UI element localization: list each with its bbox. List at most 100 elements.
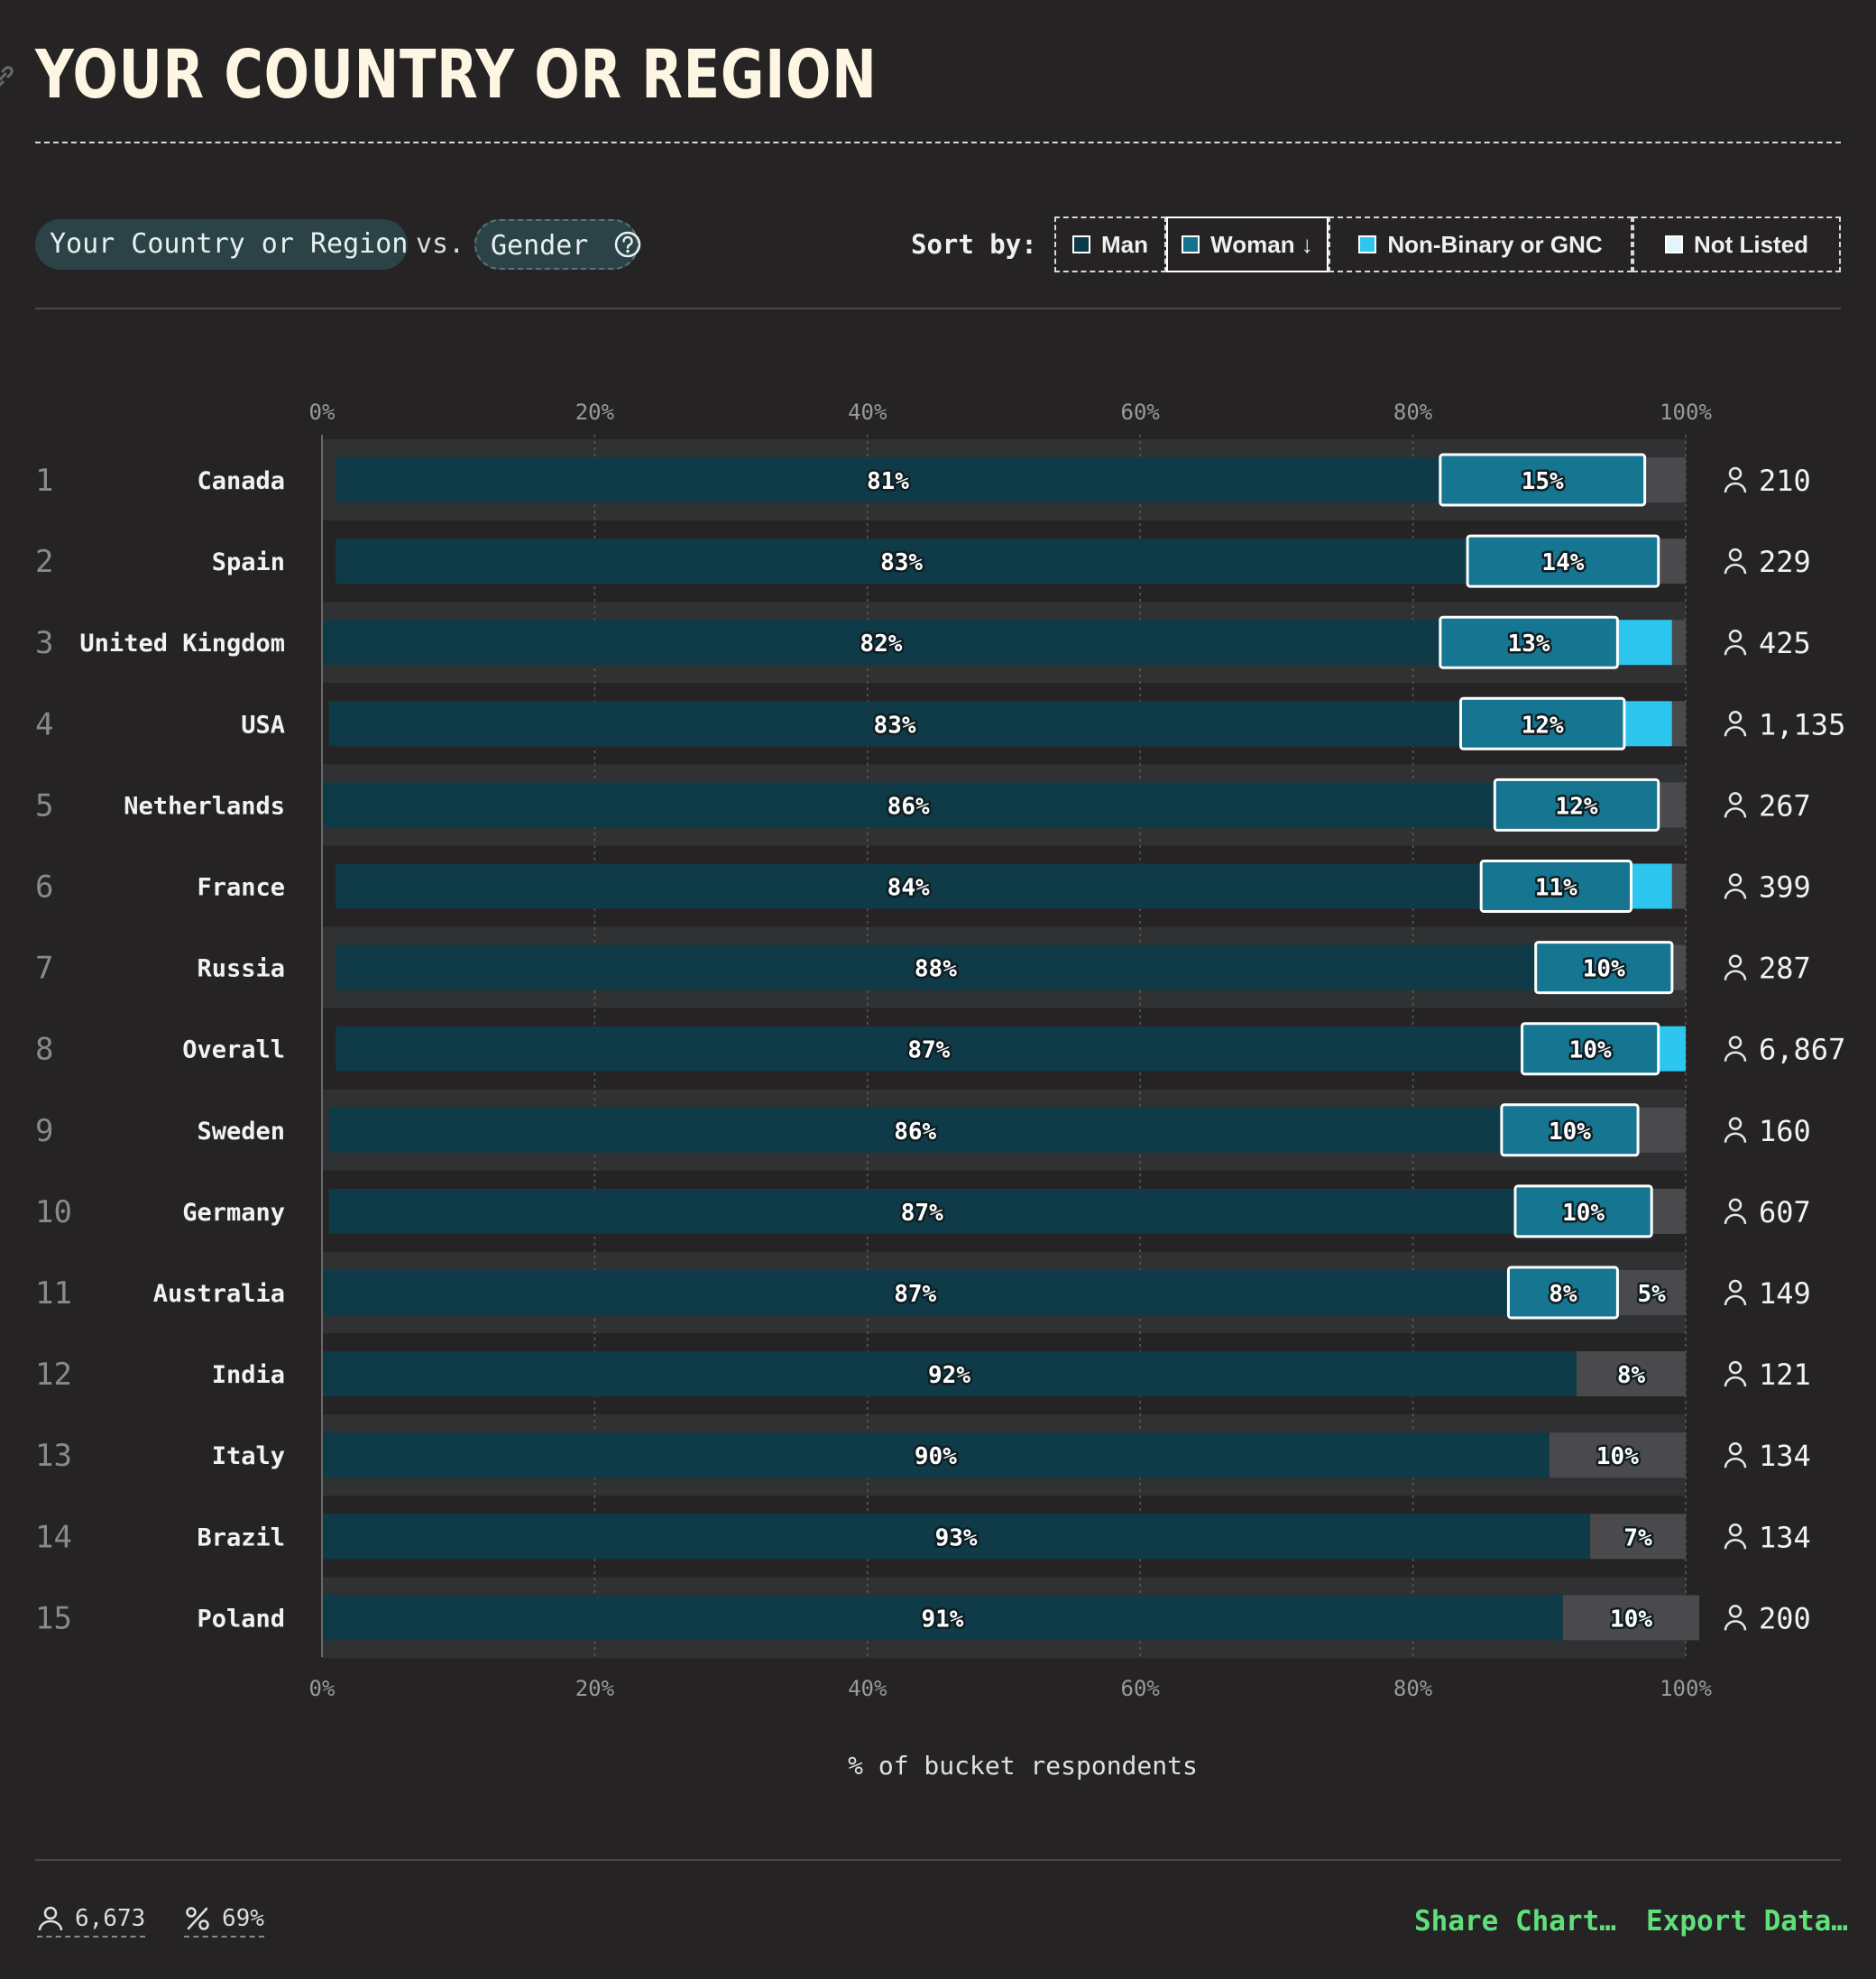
sort-by-label: Sort by: [911, 229, 1037, 260]
row-respondent-count: 200 [1759, 1601, 1811, 1635]
sort-nonbinary-button[interactable]: Non-Binary or GNC [1329, 216, 1632, 272]
person-icon [1724, 1198, 1747, 1225]
bar-woman [1513, 1184, 1653, 1238]
row-rank: 5 [35, 787, 53, 824]
bar-man [336, 457, 1440, 502]
row-respondent-count: 267 [1759, 788, 1811, 823]
person-icon [1724, 1360, 1747, 1387]
row-country-name: United Kingdom [79, 630, 285, 658]
bar-man [322, 1514, 1591, 1560]
bar-not-listed [1651, 1188, 1686, 1234]
percent-icon [186, 1907, 209, 1930]
bar-not-listed-label: 10% [1610, 1606, 1652, 1633]
row-country-name: Sweden [197, 1118, 285, 1146]
row-respondent-count: 287 [1759, 952, 1811, 986]
person-icon [1724, 1279, 1747, 1306]
vs-label: vs. [416, 228, 465, 260]
bar-woman-label: 13% [1508, 631, 1550, 658]
row-rank: 2 [35, 544, 53, 580]
bar-not-listed-label: 10% [1596, 1443, 1639, 1470]
row-rank: 9 [35, 1113, 53, 1149]
sort-not-listed-button[interactable]: Not Listed [1632, 216, 1841, 272]
person-icon [1724, 1605, 1747, 1631]
bar-man-label: 81% [867, 468, 909, 495]
bar-man-label: 87% [901, 1200, 943, 1227]
bar-not-listed [1658, 538, 1686, 584]
bar-not-listed [1577, 1351, 1686, 1397]
bar-man-label: 86% [887, 793, 930, 820]
respondents-stat[interactable]: 6,673 [37, 1905, 146, 1938]
row-rank: 12 [35, 1357, 72, 1393]
bar-woman [1506, 1266, 1619, 1320]
bar-not-listed [1638, 1107, 1686, 1153]
row-rank: 13 [35, 1438, 72, 1474]
bar-woman-label: 12% [1522, 712, 1564, 739]
bar-man-label: 82% [860, 631, 902, 658]
row-respondent-count: 210 [1759, 464, 1811, 498]
footer-divider [35, 1859, 1841, 1861]
bar-woman-label: 14% [1541, 549, 1584, 576]
bar-man-label: 83% [874, 712, 916, 739]
x-tick-label-top: 60% [1121, 400, 1161, 425]
row-rank: 1 [35, 463, 53, 499]
row-respondent-count: 134 [1759, 1439, 1811, 1473]
row-country-name: Brazil [197, 1523, 285, 1551]
bar-woman [1521, 1022, 1660, 1076]
row-rank: 3 [35, 625, 53, 661]
sort-nonbinary-label: Non-Binary or GNC [1387, 230, 1603, 258]
bar-man [328, 701, 1461, 747]
row-country-name: France [197, 874, 285, 902]
person-icon [1724, 711, 1747, 737]
sort-man-label: Man [1101, 230, 1148, 258]
bar-nonbinary [1623, 701, 1672, 747]
x-tick-label-top: 100% [1660, 400, 1712, 425]
row-rank: 4 [35, 706, 53, 742]
row-respondent-count: 6,867 [1759, 1033, 1845, 1067]
bar-woman [1479, 860, 1633, 913]
person-icon [38, 1906, 63, 1931]
page-title: YOUR COUNTRY OR REGION [35, 36, 878, 114]
row-country-name: Poland [197, 1605, 285, 1633]
bar-not-listed [1644, 457, 1686, 502]
x-tick-label-top: 0% [309, 400, 336, 425]
bar-man-label: 88% [915, 956, 957, 983]
sort-not-listed-label: Not Listed [1693, 230, 1809, 258]
x-tick-label-bottom: 20% [575, 1676, 615, 1701]
bar-nonbinary [1658, 1026, 1686, 1072]
person-icon [1724, 1117, 1747, 1143]
bar-man-label: 93% [935, 1524, 978, 1551]
x-tick-label-bottom: 100% [1660, 1676, 1712, 1701]
bar-man [336, 944, 1536, 990]
sort-woman-label: Woman ↓ [1210, 230, 1313, 258]
x-tick-label-bottom: 40% [848, 1676, 887, 1701]
not-listed-swatch [1664, 235, 1683, 253]
row-country-name: Russia [197, 955, 285, 983]
row-respondent-count: 149 [1759, 1276, 1811, 1311]
bar-man [322, 1351, 1577, 1397]
bar-man-label: 86% [894, 1118, 936, 1146]
sort-woman-button[interactable]: Woman ↓ [1166, 216, 1329, 272]
person-icon [1724, 629, 1747, 656]
row-rank: 14 [35, 1519, 72, 1555]
man-swatch [1072, 235, 1090, 253]
bar-nonbinary [1617, 620, 1672, 666]
bar-man [322, 620, 1440, 666]
bar-not-listed-label: 5% [1638, 1281, 1667, 1308]
person-icon [1724, 954, 1747, 980]
share-chart-link[interactable]: Share Chart… [1414, 1905, 1616, 1938]
bar-woman-label: 12% [1556, 793, 1598, 820]
sort-man-button[interactable]: Man [1054, 216, 1166, 272]
bar-man [322, 782, 1495, 828]
percent-stat[interactable]: 69% [184, 1905, 264, 1938]
link-icon[interactable] [0, 63, 16, 90]
x-tick-label-bottom: 80% [1393, 1676, 1433, 1701]
secondary-variable-pill[interactable]: Gender [474, 219, 642, 270]
bar-man [336, 1026, 1522, 1072]
export-data-link[interactable]: Export Data… [1646, 1905, 1848, 1938]
person-icon [1724, 548, 1747, 575]
primary-variable-pill[interactable]: Your Country or Region [35, 219, 408, 270]
help-icon[interactable] [613, 230, 642, 259]
row-respondent-count: 121 [1759, 1358, 1811, 1392]
bar-not-listed [1658, 782, 1686, 828]
bar-woman-label: 11% [1535, 875, 1577, 902]
